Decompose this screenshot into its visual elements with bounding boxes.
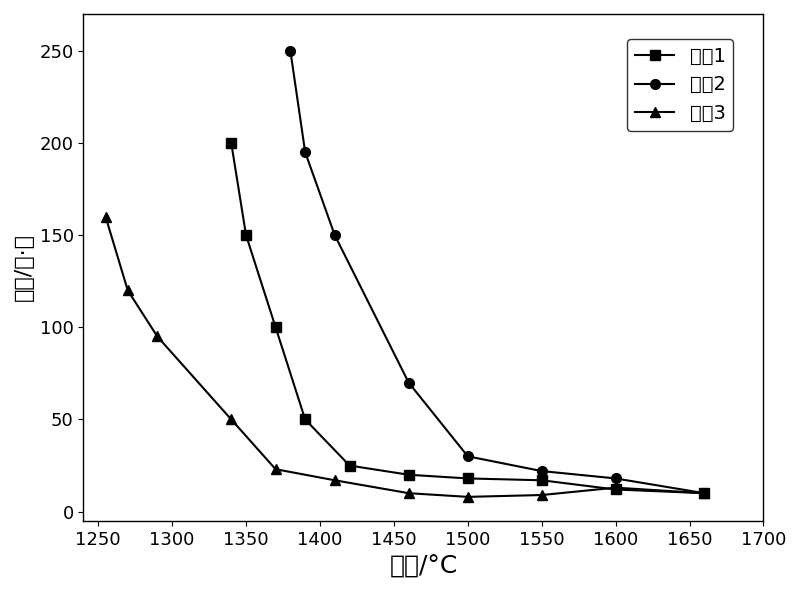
样哈2: [537, 468, 546, 475]
样哈3: [404, 490, 414, 497]
Y-axis label: 粘度/帕·秒: 粘度/帕·秒: [14, 233, 34, 301]
样哈1: [463, 475, 473, 482]
样哈2: [286, 47, 295, 54]
样哈2: [404, 379, 414, 386]
Legend: 样哈1, 样哈2, 样哈3: 样哈1, 样哈2, 样哈3: [627, 39, 734, 131]
Line: 样哈3: 样哈3: [101, 212, 709, 502]
样哈3: [463, 493, 473, 500]
样哈3: [123, 287, 133, 294]
样哈3: [330, 477, 339, 484]
样哈1: [226, 139, 236, 146]
样哈1: [242, 231, 251, 239]
样哈3: [610, 484, 620, 491]
X-axis label: 温度/°C: 温度/°C: [390, 554, 458, 578]
样哈2: [610, 475, 620, 482]
样哈2: [330, 231, 339, 239]
样哈1: [404, 471, 414, 478]
样哈1: [610, 486, 620, 493]
样哈3: [270, 466, 280, 473]
样哈3: [699, 490, 709, 497]
Line: 样哈2: 样哈2: [286, 46, 709, 498]
样哈2: [300, 149, 310, 156]
样哈2: [699, 490, 709, 497]
样哈1: [537, 477, 546, 484]
样哈2: [463, 453, 473, 460]
样哈1: [300, 416, 310, 423]
Line: 样哈1: 样哈1: [226, 138, 709, 498]
样哈3: [101, 213, 110, 220]
样哈3: [226, 416, 236, 423]
样哈1: [270, 324, 280, 331]
样哈3: [537, 491, 546, 498]
样哈1: [345, 462, 354, 469]
样哈1: [699, 490, 709, 497]
样哈3: [153, 333, 162, 340]
